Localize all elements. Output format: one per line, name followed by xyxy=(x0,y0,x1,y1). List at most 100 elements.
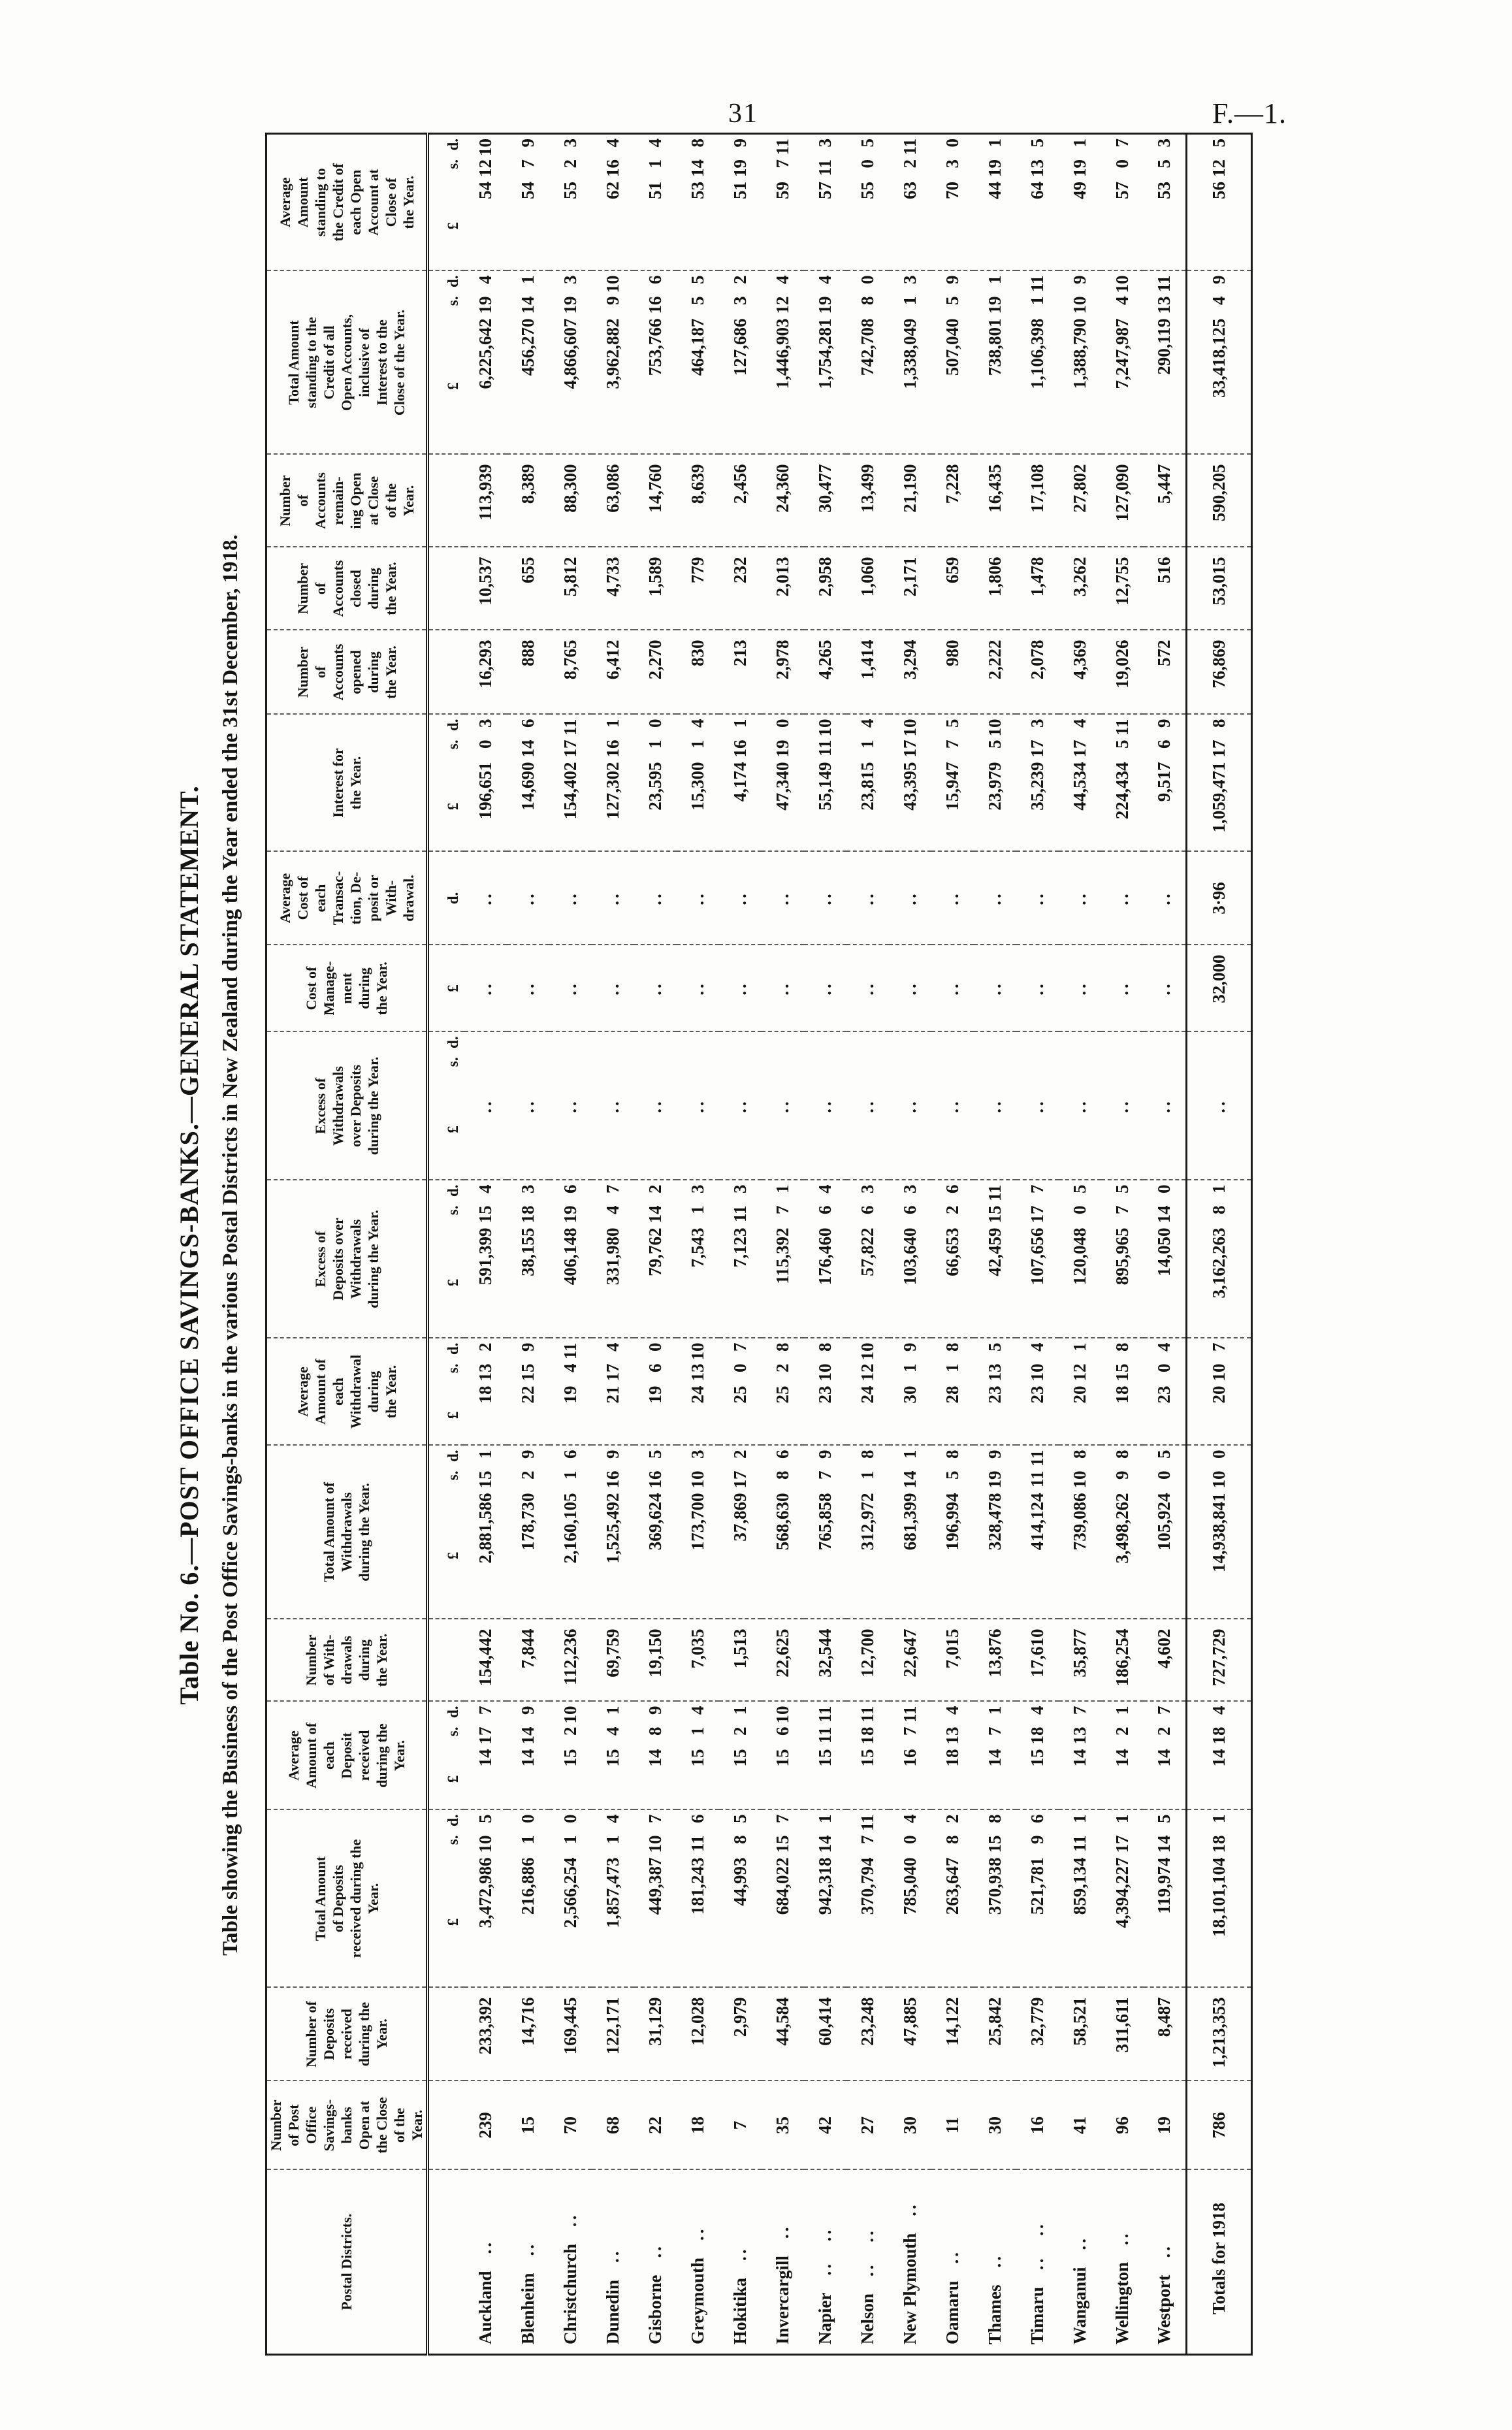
cell-excess-withdrawals: .. xyxy=(1186,1031,1251,1180)
table-title: Table No. 6.—POST OFFICE SAVINGS-BANKS.—… xyxy=(174,785,204,1705)
lsd-part: 10 xyxy=(1070,1470,1089,1489)
lsd-part: 17 xyxy=(1027,739,1047,758)
lsd-part: 22 xyxy=(518,1385,538,1404)
cell-deposits-total: 684,022 15 7 xyxy=(762,1809,804,1988)
cell-deposit-average: 14 14 9 xyxy=(507,1701,549,1810)
lsd-part: 5 xyxy=(688,275,707,285)
unit-deposit-average: £ s. d. xyxy=(427,1701,464,1810)
lsd-part: 224,434 xyxy=(1112,762,1132,820)
lsd-part: 7 xyxy=(645,1814,665,1824)
lsd-part: 6 xyxy=(560,1450,580,1459)
lsd-part: 3 xyxy=(560,138,580,148)
lsd-part: 23,815 xyxy=(858,762,877,811)
lsd-part: 12 xyxy=(1208,159,1229,177)
lsd-part: 18 xyxy=(942,1749,962,1767)
lsd-part: 2,160,105 xyxy=(560,1493,580,1564)
lsd-part: 20 xyxy=(1208,1385,1229,1404)
cell-deposits-count: 1,213,353 xyxy=(1186,1987,1251,2081)
lsd-part: 5 xyxy=(1112,1184,1132,1194)
column-header-district: Postal Districts. xyxy=(266,2169,428,2355)
cell-withdrawals-count: 69,759 xyxy=(592,1619,634,1702)
cell-withdrawals-count: 13,876 xyxy=(974,1619,1016,1702)
lsd-part: 5 xyxy=(475,1814,495,1824)
lsd-part: 3,498,262 xyxy=(1112,1493,1132,1564)
district-row: Christchurch.. 70 169,445 2,566,254 1 0 15 2 10 1… xyxy=(549,133,592,2355)
lsd-part: 11 xyxy=(1027,1450,1047,1467)
unit-interest: £ s. d. xyxy=(427,714,464,852)
lsd-part: 10 xyxy=(900,719,920,737)
lsd-part: 9 xyxy=(1070,275,1089,285)
lsd-part: 11 xyxy=(560,719,580,736)
cell-excess-withdrawals: .. xyxy=(1016,1031,1059,1180)
cell-withdrawal-average: 19 6 0 xyxy=(634,1338,677,1446)
cell-deposits-total: 859,134 11 1 xyxy=(1059,1809,1101,1988)
lsd-part: 1 xyxy=(688,1205,707,1215)
lsd-part: 4 xyxy=(1154,1342,1174,1352)
lsd-part: 9 xyxy=(730,138,750,148)
cell-excess-deposits: 591,399 15 4 xyxy=(464,1180,507,1338)
cell-banks-open: 35 xyxy=(762,2081,804,2170)
lsd-part: 33,418,125 xyxy=(1208,318,1229,398)
lsd-part: 103,640 xyxy=(900,1227,920,1286)
lsd-part: 1 xyxy=(603,1835,622,1845)
unit-withdrawals-total: £ s. d. xyxy=(427,1445,464,1619)
cell-excess-deposits: 3,162,263 8 1 xyxy=(1186,1180,1251,1338)
cell-banks-open: 96 xyxy=(1101,2081,1144,2170)
lsd-part: 8 xyxy=(858,296,877,306)
lsd-part: 11 xyxy=(815,1726,835,1744)
lsd-part: 19 xyxy=(985,296,1005,314)
lsd-part: 6 xyxy=(645,275,665,285)
lsd-part: 9 xyxy=(518,1706,538,1715)
lsd-part: 11 xyxy=(815,739,835,757)
lsd-part: 4 xyxy=(603,1726,622,1736)
lsd-part: 8 xyxy=(773,1342,792,1352)
cell-credit-average: 51 19 9 xyxy=(719,133,762,271)
lsd-part: 568,630 xyxy=(773,1493,792,1551)
district-label: Greymouth xyxy=(688,2258,707,2344)
lsd-part: 15 xyxy=(518,1363,538,1382)
leader-dots: .. xyxy=(985,2253,1005,2268)
lsd-part: 11 xyxy=(1154,275,1174,293)
cell-cost-management: .. xyxy=(931,945,974,1032)
cell-district-name: Wellington.. xyxy=(1101,2170,1144,2355)
cell-avg-cost-transaction: 3·96 xyxy=(1186,851,1251,945)
cell-banks-open: 30 xyxy=(889,2081,931,2170)
lsd-part: 0 xyxy=(645,1342,665,1352)
lsd-part: 0 xyxy=(1154,1363,1174,1373)
cell-credit-average: 64 13 5 xyxy=(1016,133,1059,271)
cell-accounts-opened: 2,078 xyxy=(1016,630,1059,715)
lsd-part: 7 xyxy=(1070,1706,1089,1715)
lsd-part: 1 xyxy=(1027,296,1047,306)
lsd-part: 3 xyxy=(1027,719,1047,728)
district-row: Invercargill.. 35 44,584 684,022 15 7 15 6 10 22,… xyxy=(762,133,804,2355)
cell-deposits-total: 1,857,473 1 4 xyxy=(592,1809,634,1988)
lsd-part: 14 xyxy=(518,1726,538,1745)
cell-withdrawal-average: 24 12 10 xyxy=(846,1338,889,1446)
lsd-part: 6 xyxy=(773,1726,792,1736)
lsd-part: 2 xyxy=(1154,1726,1174,1736)
cell-withdrawal-average: 22 15 9 xyxy=(507,1338,549,1446)
lsd-part: 1 xyxy=(518,275,538,285)
column-header-avg-cost-transaction: Average Cost of each Transac- tion, De- … xyxy=(266,851,428,945)
cell-interest: 43,395 17 10 xyxy=(889,714,931,852)
cell-interest: 196,651 0 3 xyxy=(464,714,507,852)
district-row: Wellington.. 96 311,611 4,394,227 17 1 14 2 1 186… xyxy=(1101,133,1144,2355)
cell-withdrawals-count: 32,544 xyxy=(804,1619,846,1702)
unit-symbol: s. xyxy=(445,296,461,306)
cell-credit-average: 54 7 9 xyxy=(507,133,549,271)
lsd-part: 57 xyxy=(815,182,835,199)
district-label: Gisborne xyxy=(645,2275,665,2344)
lsd-part: 17 xyxy=(1112,1835,1132,1853)
lsd-part: 5 xyxy=(858,138,877,148)
unit-symbol: s. xyxy=(445,1205,461,1216)
lsd-part: 19 xyxy=(815,296,835,314)
table-body: Auckland.. 239 233,392 3,472,986 10 5 14 17 7 154… xyxy=(464,133,1251,2355)
cell-cost-management: .. xyxy=(464,945,507,1032)
lsd-part: 4 xyxy=(688,719,707,728)
lsd-part: 53 xyxy=(688,182,707,199)
lsd-part: 0 xyxy=(560,1814,580,1824)
cell-accounts-closed: 1,589 xyxy=(634,547,677,630)
lsd-part: 414,124 xyxy=(1027,1493,1047,1551)
lsd-part: 263,647 xyxy=(942,1857,962,1915)
lsd-part: 7,247,987 xyxy=(1112,318,1132,389)
